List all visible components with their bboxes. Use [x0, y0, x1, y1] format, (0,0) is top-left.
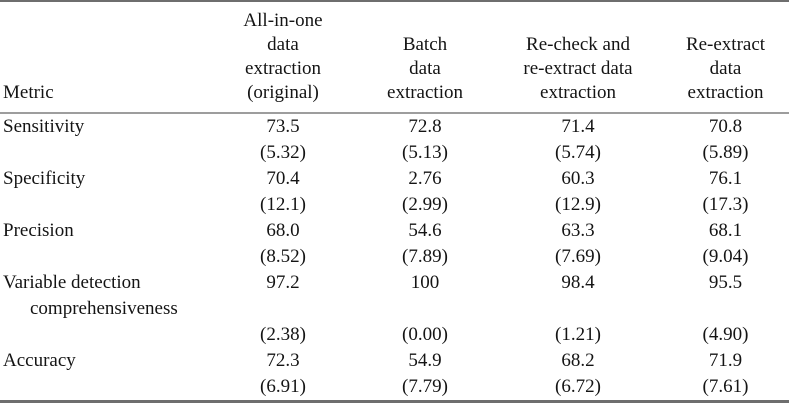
metric-cell: Variable detection	[3, 272, 141, 293]
table-header: Metric All-in-one data extraction (origi…	[0, 1, 789, 113]
table-row: Precision 68.0 54.6 63.3 68.1	[0, 218, 789, 244]
value-cell: (9.04)	[702, 246, 749, 267]
value-cell: (0.00)	[402, 324, 448, 345]
value-cell: 76.1	[708, 168, 743, 189]
value-cell: 73.5	[266, 116, 300, 137]
value-cell	[494, 296, 662, 322]
metric-cell: Precision	[3, 220, 74, 241]
value-cell: (7.69)	[555, 246, 601, 267]
value-cell: (5.89)	[702, 142, 749, 163]
metric-cell	[0, 192, 210, 218]
value-cell: 68.1	[708, 220, 743, 241]
value-cell: 97.2	[266, 272, 300, 293]
column-header-all-in-one-data-extraction: All-in-one data extraction (original)	[243, 10, 323, 103]
value-cell: 68.0	[266, 220, 300, 241]
value-cell: (7.89)	[402, 246, 448, 267]
value-cell	[662, 296, 789, 322]
metric-cell: Accuracy	[3, 350, 76, 371]
metric-cell	[0, 244, 210, 270]
value-cell: (7.61)	[702, 376, 749, 397]
value-cell: (5.13)	[402, 142, 448, 163]
metric-cell	[0, 322, 210, 348]
value-cell: 72.8	[408, 116, 442, 137]
table-body: Sensitivity 73.5 72.8 71.4 70.8 (5.32) (5.13)(…	[0, 113, 789, 402]
value-cell: 63.3	[561, 220, 595, 241]
metric-cell: comprehensiveness	[30, 298, 178, 319]
value-cell: (2.38)	[260, 324, 306, 345]
value-cell: (12.9)	[555, 194, 601, 215]
value-cell: (6.91)	[260, 376, 306, 397]
table-row: (6.91) (7.79) (6.72) (7.61)	[0, 374, 789, 402]
value-cell: 2.76	[408, 168, 442, 189]
table-row: Specificity 70.4 2.76 60.3 76.1	[0, 166, 789, 192]
column-header-reextract-data-extraction: Re-extract data extraction	[685, 34, 766, 103]
value-cell: 54.6	[408, 220, 442, 241]
metric-cell	[0, 374, 210, 402]
table-row: (2.38) (0.00) (1.21) (4.90)	[0, 322, 789, 348]
value-cell: 98.4	[561, 272, 595, 293]
table-row: Accuracy 72.3 54.9 68.2 71.9	[0, 348, 789, 374]
table-row: (8.52) (7.89) (7.69) (9.04)	[0, 244, 789, 270]
header-row: Metric All-in-one data extraction (origi…	[0, 1, 789, 113]
value-cell: (7.79)	[402, 376, 448, 397]
value-cell: (12.1)	[260, 194, 306, 215]
value-cell: (4.90)	[702, 324, 749, 345]
value-cell: 100	[410, 272, 440, 293]
value-cell: 70.4	[266, 168, 300, 189]
value-cell: (17.3)	[702, 194, 749, 215]
value-cell: (5.74)	[555, 142, 601, 163]
value-cell: 68.2	[561, 350, 595, 371]
value-cell: (2.99)	[402, 194, 448, 215]
value-cell: (5.32)	[260, 142, 306, 163]
metric-cell: Sensitivity	[3, 116, 85, 137]
table-row: (12.1) (2.99) (12.9) (17.3)	[0, 192, 789, 218]
value-cell: 54.9	[408, 350, 442, 371]
metric-cell: Specificity	[3, 168, 86, 189]
value-cell: 70.8	[708, 116, 743, 137]
metric-cell	[0, 140, 210, 166]
value-cell: 71.9	[708, 350, 743, 371]
column-header-metric: Metric	[3, 82, 54, 103]
column-header-recheck-reextract-data-extraction: Re-check and re-extract data extraction	[523, 34, 633, 103]
table-row: Variable detection 97.2 100 98.4 95.5	[0, 270, 789, 296]
value-cell: 72.3	[266, 350, 300, 371]
column-header-batch-data-extraction: Batch data extraction	[387, 34, 463, 103]
value-cell: 71.4	[561, 116, 595, 137]
value-cell	[356, 296, 494, 322]
value-cell	[210, 296, 356, 322]
value-cell: 95.5	[708, 272, 743, 293]
table-row: Sensitivity 73.5 72.8 71.4 70.8	[0, 113, 789, 140]
value-cell: 60.3	[561, 168, 595, 189]
value-cell: (8.52)	[260, 246, 306, 267]
table-row: comprehensiveness	[0, 296, 789, 322]
value-cell: (6.72)	[555, 376, 601, 397]
table-row: (5.32) (5.13) (5.74) (5.89)	[0, 140, 789, 166]
value-cell: (1.21)	[555, 324, 601, 345]
